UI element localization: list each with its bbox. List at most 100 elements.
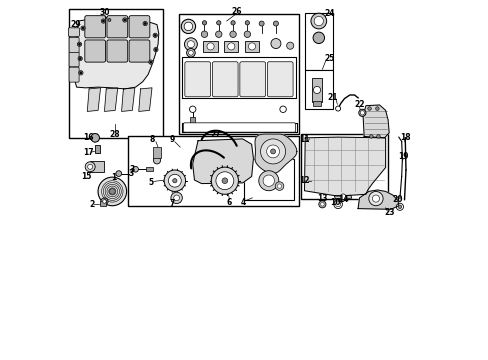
Text: 21: 21 (327, 93, 338, 102)
FancyBboxPatch shape (107, 40, 127, 62)
Circle shape (85, 162, 95, 172)
Bar (304, 13, 332, 70)
Circle shape (320, 203, 324, 206)
Polygon shape (122, 88, 135, 111)
Circle shape (270, 39, 281, 49)
Circle shape (153, 33, 157, 37)
Text: 22: 22 (353, 100, 364, 109)
Circle shape (258, 171, 278, 191)
FancyBboxPatch shape (183, 123, 295, 132)
Circle shape (87, 164, 93, 169)
Circle shape (188, 50, 193, 55)
Circle shape (286, 42, 293, 49)
Circle shape (122, 18, 127, 22)
Circle shape (109, 189, 115, 194)
FancyBboxPatch shape (68, 28, 80, 36)
Bar (300, 134, 387, 199)
Circle shape (164, 170, 185, 192)
Text: 26: 26 (231, 7, 242, 16)
Circle shape (132, 166, 138, 172)
Circle shape (82, 27, 84, 29)
Text: 19: 19 (397, 152, 408, 161)
Circle shape (367, 107, 370, 111)
Circle shape (144, 22, 146, 24)
Circle shape (206, 43, 214, 50)
Circle shape (270, 149, 275, 154)
Bar (179, 14, 298, 134)
Text: 4: 4 (241, 198, 246, 207)
Polygon shape (255, 134, 296, 174)
Bar (90, 161, 104, 172)
Circle shape (313, 86, 320, 94)
Circle shape (368, 192, 382, 206)
Circle shape (215, 31, 222, 37)
FancyBboxPatch shape (84, 16, 105, 38)
Text: 24: 24 (324, 9, 334, 18)
Circle shape (148, 60, 153, 64)
Polygon shape (334, 195, 351, 199)
Circle shape (172, 179, 177, 183)
Circle shape (335, 106, 340, 111)
FancyBboxPatch shape (240, 62, 265, 97)
Circle shape (211, 167, 238, 194)
Circle shape (78, 43, 81, 45)
Circle shape (358, 109, 365, 116)
Text: 11: 11 (299, 135, 309, 144)
Circle shape (78, 57, 82, 61)
Circle shape (340, 194, 345, 200)
Circle shape (168, 174, 181, 187)
FancyBboxPatch shape (212, 62, 238, 97)
Text: 15: 15 (81, 172, 92, 181)
Bar (95, 145, 100, 153)
Circle shape (154, 34, 156, 36)
Text: 23: 23 (383, 208, 394, 217)
Circle shape (266, 145, 279, 158)
Bar (69, 9, 163, 138)
Circle shape (153, 48, 158, 52)
Text: 3: 3 (129, 166, 134, 175)
Circle shape (216, 172, 233, 190)
Text: 3: 3 (128, 169, 133, 178)
FancyBboxPatch shape (129, 16, 149, 38)
Circle shape (102, 20, 104, 22)
Bar (224, 41, 238, 52)
Circle shape (227, 43, 234, 50)
FancyBboxPatch shape (84, 40, 105, 62)
Circle shape (248, 43, 255, 50)
Text: 30: 30 (99, 8, 109, 17)
Circle shape (98, 177, 126, 206)
Bar (153, 147, 160, 158)
Circle shape (102, 200, 106, 203)
Polygon shape (104, 88, 118, 111)
Circle shape (186, 49, 195, 57)
Circle shape (230, 21, 235, 25)
Circle shape (395, 203, 403, 210)
Circle shape (202, 21, 206, 25)
Circle shape (116, 171, 122, 176)
Bar (128, 136, 298, 206)
Circle shape (372, 195, 379, 202)
Text: 25: 25 (324, 54, 334, 63)
Circle shape (143, 21, 147, 26)
Circle shape (397, 205, 401, 208)
Circle shape (77, 42, 81, 46)
Bar (244, 41, 259, 52)
FancyBboxPatch shape (69, 37, 79, 53)
Circle shape (108, 18, 111, 21)
Circle shape (81, 26, 85, 30)
Circle shape (259, 21, 264, 26)
Bar (190, 117, 195, 123)
Bar (203, 41, 217, 52)
Polygon shape (139, 88, 152, 111)
Circle shape (312, 32, 324, 44)
Circle shape (184, 38, 197, 51)
Circle shape (222, 178, 227, 184)
Circle shape (318, 201, 325, 208)
FancyBboxPatch shape (69, 67, 79, 82)
Polygon shape (363, 105, 388, 138)
Circle shape (91, 134, 99, 142)
Text: 12: 12 (299, 176, 309, 185)
Text: 7: 7 (169, 199, 175, 208)
Circle shape (201, 31, 207, 37)
Text: 20: 20 (391, 195, 402, 204)
